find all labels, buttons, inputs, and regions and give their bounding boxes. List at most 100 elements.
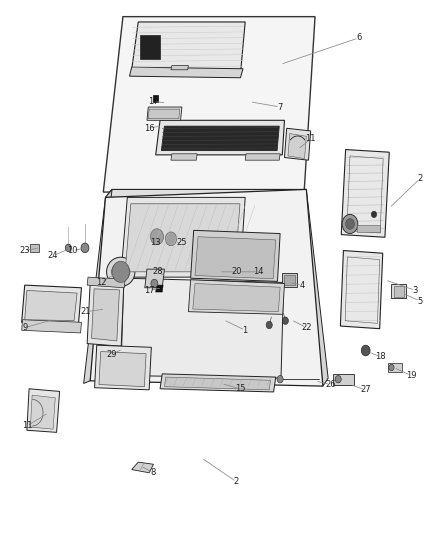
Polygon shape [132,462,153,473]
Circle shape [335,375,341,383]
Text: 12: 12 [96,278,106,287]
Text: 8: 8 [151,469,156,477]
Text: 27: 27 [360,385,371,394]
Circle shape [165,232,177,246]
Circle shape [342,214,358,233]
Text: 15: 15 [235,384,245,393]
Polygon shape [283,273,297,287]
Polygon shape [125,204,240,272]
Text: 2: 2 [234,478,239,486]
Circle shape [150,229,163,245]
Ellipse shape [148,229,166,245]
Polygon shape [357,225,380,232]
Ellipse shape [194,235,205,246]
Text: 9: 9 [22,323,27,332]
Polygon shape [84,189,112,383]
Text: 17: 17 [144,286,155,295]
Polygon shape [87,277,125,288]
Polygon shape [99,352,146,386]
Text: 22: 22 [301,323,311,332]
Polygon shape [132,22,245,70]
Polygon shape [164,377,271,390]
Text: 2: 2 [417,174,423,183]
Circle shape [81,243,89,253]
Polygon shape [30,395,55,429]
Text: 11: 11 [21,422,32,431]
Polygon shape [340,251,383,329]
Polygon shape [30,244,39,252]
Polygon shape [155,120,285,155]
Circle shape [371,211,377,217]
Text: 7: 7 [277,102,283,111]
Polygon shape [21,320,81,333]
Polygon shape [87,282,124,346]
Polygon shape [288,134,306,159]
Text: 5: 5 [417,296,423,305]
Polygon shape [163,239,179,247]
Text: 16: 16 [144,124,155,133]
Circle shape [151,279,158,288]
Ellipse shape [106,257,135,286]
Polygon shape [21,285,81,325]
Circle shape [112,261,130,282]
Circle shape [266,321,272,329]
Polygon shape [155,285,163,292]
Text: 3: 3 [413,286,418,295]
Polygon shape [90,189,323,386]
Text: 14: 14 [253,268,264,276]
Text: 18: 18 [375,352,386,361]
Text: 6: 6 [356,34,361,43]
Polygon shape [301,189,328,386]
Text: 11: 11 [305,134,316,143]
Polygon shape [245,154,280,160]
Circle shape [65,244,71,252]
Text: 10: 10 [67,246,78,255]
Text: 1: 1 [243,326,248,335]
Polygon shape [103,17,315,192]
Text: 21: 21 [81,307,91,316]
Polygon shape [161,126,279,151]
Text: 17: 17 [148,97,159,106]
Text: 4: 4 [299,280,304,289]
Text: 20: 20 [231,268,242,276]
Text: 13: 13 [150,238,161,247]
Polygon shape [149,237,165,245]
Ellipse shape [112,263,130,281]
Polygon shape [147,107,182,120]
Polygon shape [191,230,280,281]
Text: 29: 29 [107,350,117,359]
Polygon shape [130,67,243,78]
Circle shape [361,345,370,356]
Polygon shape [92,289,120,341]
Circle shape [277,375,283,383]
Polygon shape [148,109,180,119]
Text: 23: 23 [19,246,30,255]
Polygon shape [106,189,306,197]
Text: 26: 26 [325,380,336,389]
Text: 19: 19 [406,371,417,380]
Polygon shape [121,197,245,277]
Polygon shape [171,66,188,70]
Polygon shape [141,35,160,59]
Polygon shape [95,345,151,390]
Polygon shape [25,290,77,321]
Polygon shape [333,374,354,384]
Polygon shape [121,278,284,378]
Polygon shape [195,237,276,279]
Text: 24: 24 [48,252,58,260]
Polygon shape [171,154,197,160]
Polygon shape [188,280,285,314]
Polygon shape [394,286,404,297]
Ellipse shape [183,233,196,245]
Polygon shape [152,95,158,102]
Polygon shape [284,275,295,285]
Circle shape [346,219,354,229]
Polygon shape [341,150,389,237]
Ellipse shape [163,231,179,246]
Polygon shape [160,374,276,392]
Text: 25: 25 [177,238,187,247]
Polygon shape [388,364,402,372]
Polygon shape [285,128,311,160]
Text: 28: 28 [152,268,163,276]
Circle shape [389,365,394,370]
